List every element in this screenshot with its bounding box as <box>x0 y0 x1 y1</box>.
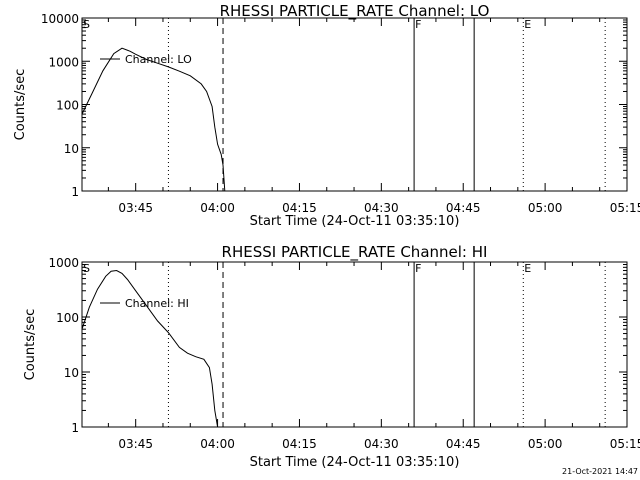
lo-chart-title: RHESSI PARTICLE_RATE Channel: LO <box>220 2 490 21</box>
y-tick-label: 1 <box>71 185 79 199</box>
lo-y-ticks: 1 10 100 1000 10000 <box>41 12 627 199</box>
time-marker-label: S <box>83 18 90 31</box>
x-tick-label: 04:30 <box>364 201 399 215</box>
y-tick-label: 100 <box>56 311 79 325</box>
lo-y-axis-label: Counts/sec <box>13 69 28 141</box>
lo-legend-label: Channel: LO <box>125 53 192 66</box>
lo-plot-frame <box>81 17 628 192</box>
y-tick-label: 10000 <box>41 12 79 26</box>
time-marker-label: E <box>524 262 531 275</box>
lo-x-ticks: 03:45 04:00 04:15 04:30 04:45 05:00 05:15 <box>107 18 640 215</box>
y-tick-label: 10 <box>64 142 79 156</box>
x-tick-label: 04:00 <box>200 201 235 215</box>
hi-series-line <box>81 269 219 428</box>
x-tick-label: 03:45 <box>118 437 153 451</box>
y-tick-label: 1 <box>71 421 79 435</box>
hi-channel-panel: RHESSI PARTICLE_RATE Channel: HI Start T… <box>23 243 640 470</box>
hi-x-ticks: 03:45 04:00 04:15 04:30 04:45 05:00 05:15 <box>107 262 640 451</box>
time-marker-label: F <box>415 18 421 31</box>
lo-x-axis-label: Start Time (24-Oct-11 03:35:10) <box>250 214 460 229</box>
hi-x-axis-label: Start Time (24-Oct-11 03:35:10) <box>250 455 460 470</box>
time-marker-label: E <box>524 18 531 31</box>
x-tick-label: 04:45 <box>446 437 481 451</box>
x-tick-label: 04:15 <box>282 437 317 451</box>
hi-chart-title: RHESSI PARTICLE_RATE Channel: HI <box>222 243 488 262</box>
y-tick-label: 1000 <box>48 55 79 69</box>
x-tick-label: 05:00 <box>528 201 563 215</box>
lo-channel-panel: RHESSI PARTICLE_RATE Channel: LO Start T… <box>13 2 640 229</box>
y-tick-label: 100 <box>56 99 79 113</box>
x-tick-label: 05:15 <box>610 201 640 215</box>
hi-legend-label: Channel: HI <box>125 297 189 310</box>
y-tick-label: 10 <box>64 366 79 380</box>
hi-plot-frame <box>81 261 628 428</box>
y-tick-label: 1000 <box>48 256 79 270</box>
hi-y-ticks: 1 10 100 1000 <box>48 256 627 435</box>
time-marker-label: S <box>83 262 90 275</box>
x-tick-label: 04:45 <box>446 201 481 215</box>
x-tick-label: 04:15 <box>282 201 317 215</box>
hi-y-axis-label: Counts/sec <box>23 309 38 381</box>
time-marker-label: F <box>415 262 421 275</box>
lo-series-line <box>81 47 226 192</box>
x-tick-label: 05:00 <box>528 437 563 451</box>
x-tick-label: 04:00 <box>200 437 235 451</box>
x-tick-label: 04:30 <box>364 437 399 451</box>
footer-timestamp: 21-Oct-2021 14:47 <box>562 467 638 476</box>
x-tick-label: 03:45 <box>118 201 153 215</box>
x-tick-label: 05:15 <box>610 437 640 451</box>
